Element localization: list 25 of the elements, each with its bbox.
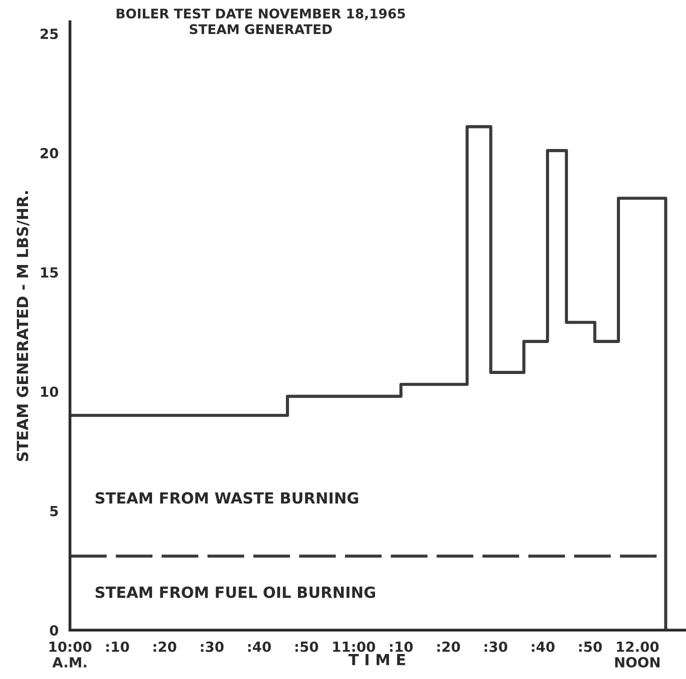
x-tick-label: :50 bbox=[579, 641, 602, 652]
y-tick-label: 15 bbox=[41, 267, 58, 278]
y-tick-label: 0 bbox=[50, 625, 58, 636]
y-tick-label: 10 bbox=[41, 386, 58, 398]
x-tick-label: :10 bbox=[390, 641, 413, 652]
annotation: STEAM FROM WASTE BURNING bbox=[96, 492, 358, 504]
x-tick-label: 11:00 bbox=[333, 641, 376, 652]
x-tick-label: :30 bbox=[484, 641, 508, 652]
x-tick-label: :20 bbox=[154, 641, 176, 652]
y-tick-label: 20 bbox=[40, 148, 58, 158]
y-tick-label: 5 bbox=[50, 506, 58, 516]
y-tick-label: 25 bbox=[40, 28, 58, 40]
chart-title: BOILER TEST DATE NOVEMBER 18,1965 bbox=[116, 8, 405, 20]
x-axis-title: T I M E bbox=[348, 654, 406, 666]
y-axis-title: STEAM GENERATED - M LBS/HR. bbox=[16, 191, 30, 462]
x-tick-label: :30 bbox=[200, 641, 224, 652]
x-tick-label: 10:00 A.M. bbox=[49, 641, 92, 668]
x-tick-label: :20 bbox=[437, 641, 460, 652]
x-tick-label: :50 bbox=[295, 641, 318, 652]
chart-subtitle: STEAM GENERATED bbox=[190, 24, 332, 34]
annotation: STEAM FROM FUEL OIL BURNING bbox=[96, 586, 376, 598]
x-tick-label: :40 bbox=[248, 641, 271, 652]
x-tick-label: 12.00 NOON bbox=[615, 641, 660, 668]
x-tick-label: :40 bbox=[532, 641, 555, 652]
x-tick-label: :10 bbox=[106, 641, 130, 652]
